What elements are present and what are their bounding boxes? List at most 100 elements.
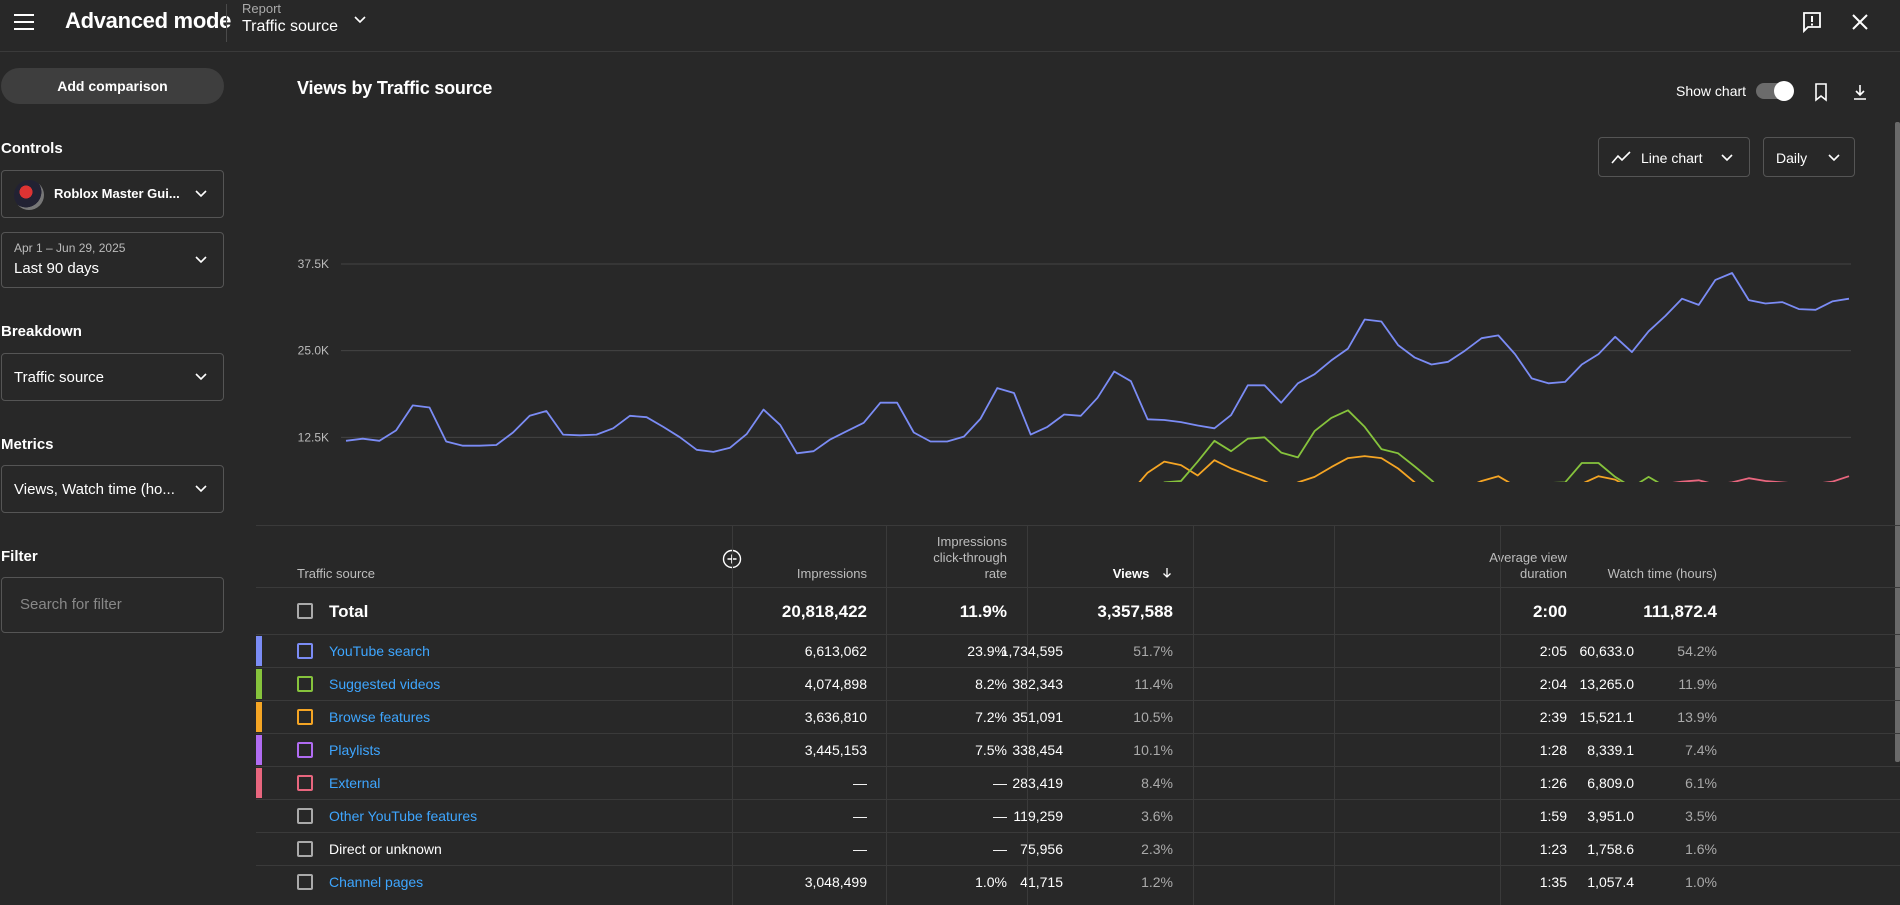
row-source-name[interactable]: Browse features — [329, 709, 431, 725]
channel-select[interactable]: Roblox Master Gui... — [1, 170, 224, 218]
row-views-percent: 11.4% — [1134, 676, 1173, 692]
channel-name: Roblox Master Gui... — [54, 186, 180, 201]
row-watch-time: 3,951.0 — [1587, 808, 1634, 824]
show-chart-label: Show chart — [1676, 83, 1747, 99]
row-checkbox[interactable] — [297, 676, 313, 692]
row-views-percent: 3.6% — [1141, 808, 1173, 824]
table-row: YouTube search 6,613,062 23.9% 1,734,595 51.… — [256, 634, 1900, 667]
interval-dropdown[interactable]: Daily — [1763, 137, 1855, 177]
row-checkbox[interactable] — [297, 808, 313, 824]
top-bar: Advanced mode Report Traffic source — [0, 0, 1900, 52]
filter-search-input[interactable]: Search for filter — [1, 577, 224, 633]
report-name[interactable]: Traffic source — [242, 18, 339, 35]
left-panel: Add comparison Controls Roblox Master Gu… — [0, 52, 256, 902]
header-divider — [226, 4, 227, 42]
row-avd: 1:23 — [1539, 841, 1567, 857]
row-watch-time-percent: 11.9% — [1678, 676, 1717, 692]
feedback-icon[interactable] — [1800, 10, 1824, 34]
row-views: 351,091 — [1012, 709, 1063, 725]
row-impressions: 6,613,062 — [804, 643, 867, 659]
chevron-down-icon — [1828, 154, 1840, 162]
row-views-percent: 8.4% — [1141, 775, 1173, 791]
table-row: Playlists 3,445,153 7.5% 338,454 10.1% 1:28 8,… — [256, 733, 1900, 766]
row-checkbox[interactable] — [297, 841, 313, 857]
row-views-percent: 10.1% — [1133, 742, 1173, 758]
close-icon[interactable] — [1848, 10, 1872, 34]
filter-title: Filter — [1, 548, 38, 565]
row-checkbox[interactable] — [297, 709, 313, 725]
row-watch-time-percent: 1.6% — [1685, 841, 1717, 857]
row-source-name[interactable]: External — [329, 775, 381, 791]
table-header: Traffic source Impressions Impressions c… — [256, 525, 1900, 587]
table-row: Direct or unknown — — 75,956 2.3% 1:23 1,758.6… — [256, 832, 1900, 865]
total-checkbox[interactable] — [297, 603, 313, 619]
download-icon[interactable] — [1850, 82, 1870, 102]
date-range-select[interactable]: Apr 1 – Jun 29, 2025 Last 90 days — [1, 232, 224, 288]
row-source-name[interactable]: YouTube search — [329, 643, 430, 659]
row-views-percent: 2.3% — [1141, 841, 1173, 857]
total-label: Total — [329, 602, 369, 621]
row-watch-time: 1,057.4 — [1587, 874, 1634, 890]
column-divider — [1334, 525, 1335, 905]
col-header-avd[interactable]: Average view duration — [1489, 550, 1567, 582]
row-checkbox[interactable] — [297, 643, 313, 659]
series-color-swatch — [256, 735, 262, 765]
row-source-name[interactable]: Other YouTube features — [329, 808, 478, 824]
chevron-down-icon — [195, 190, 207, 198]
row-source-name[interactable]: Suggested videos — [329, 676, 441, 692]
series-color-swatch — [256, 768, 262, 798]
chevron-down-icon[interactable] — [350, 10, 370, 30]
total-views: 3,357,588 — [1097, 602, 1173, 621]
y-tick-label: 25.0K — [298, 344, 329, 358]
col-header-source[interactable]: Traffic source — [297, 566, 376, 581]
chart-title: Views by Traffic source — [297, 78, 493, 98]
breakdown-title: Breakdown — [1, 323, 82, 340]
row-views: 75,956 — [1020, 841, 1063, 857]
col-header-ctr[interactable]: Impressions click-through rate — [933, 534, 1007, 582]
row-source-name[interactable]: Channel pages — [329, 874, 424, 890]
col-header-watch-time[interactable]: Watch time (hours) — [1607, 566, 1717, 581]
row-ctr: 1.0% — [975, 874, 1007, 890]
row-checkbox[interactable] — [297, 742, 313, 758]
chevron-down-icon — [195, 485, 207, 493]
row-source-name[interactable]: Playlists — [329, 742, 381, 758]
series-color-swatch — [256, 669, 262, 699]
row-checkbox[interactable] — [297, 874, 313, 890]
row-views-percent: 51.7% — [1133, 643, 1173, 659]
row-watch-time-percent: 54.2% — [1677, 643, 1717, 659]
row-checkbox[interactable] — [297, 775, 313, 791]
row-ctr: — — [993, 808, 1007, 824]
col-header-impressions[interactable]: Impressions — [796, 566, 867, 581]
chart-type-dropdown[interactable]: Line chart — [1598, 137, 1750, 177]
line-chart-icon — [1611, 151, 1631, 164]
menu-icon[interactable] — [10, 8, 38, 36]
row-watch-time: 15,521.1 — [1579, 709, 1635, 725]
breakdown-select[interactable]: Traffic source — [1, 353, 224, 401]
total-ctr: 11.9% — [959, 602, 1007, 621]
row-ctr: — — [993, 841, 1007, 857]
col-header-ctr-line1: Impressions — [936, 534, 1007, 549]
row-watch-time: 13,265.0 — [1579, 676, 1635, 692]
metrics-select[interactable]: Views, Watch time (ho... — [1, 465, 224, 513]
series-line — [1163, 409, 1660, 482]
add-comparison-button[interactable]: Add comparison — [1, 68, 224, 104]
filter-placeholder: Search for filter — [20, 596, 122, 613]
column-divider — [732, 525, 733, 905]
row-watch-time-percent: 6.1% — [1685, 775, 1717, 791]
row-watch-time-percent: 13.9% — [1677, 709, 1717, 725]
scrollbar[interactable] — [1895, 122, 1900, 762]
bookmark-icon[interactable] — [1811, 82, 1831, 102]
table-total-row: Total 20,818,422 11.9% 3,357,588 2:00 111,872… — [256, 587, 1900, 634]
column-divider — [1193, 525, 1194, 905]
row-impressions: — — [853, 841, 867, 857]
row-views-percent: 1.2% — [1141, 874, 1173, 890]
row-views: 283,419 — [1012, 775, 1063, 791]
row-watch-time: 1,758.6 — [1587, 841, 1634, 857]
column-divider — [886, 525, 887, 905]
table-row: Suggested videos 4,074,898 8.2% 382,343 11.4… — [256, 667, 1900, 700]
show-chart-toggle[interactable] — [1756, 81, 1794, 101]
breakdown-value: Traffic source — [14, 369, 105, 386]
col-header-views[interactable]: Views — [1113, 566, 1173, 582]
row-impressions: — — [853, 775, 867, 791]
col-header-ctr-line2: click-through — [933, 550, 1007, 565]
